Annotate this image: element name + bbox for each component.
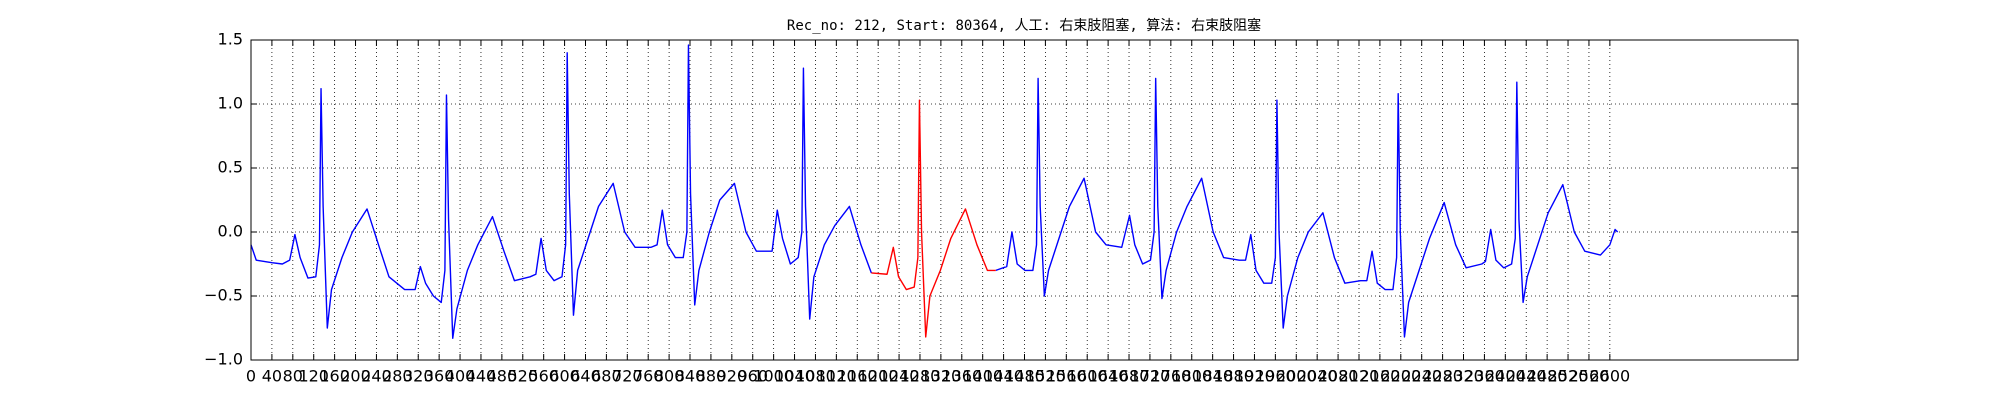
plot-frame xyxy=(250,39,1799,361)
x-tick-label: 680 xyxy=(591,367,622,386)
x-tick-label: 1400 xyxy=(962,367,1003,386)
y-tick-label: 1.5 xyxy=(218,30,243,49)
y-tick-label: −0.5 xyxy=(204,286,243,305)
x-tick-label: 1240 xyxy=(879,367,920,386)
x-tick-label: 1080 xyxy=(795,367,836,386)
x-tick-label: 880 xyxy=(696,367,727,386)
x-tick-label: 1920 xyxy=(1234,367,1275,386)
x-tick-label: 280 xyxy=(382,367,413,386)
x-tick-label: 1280 xyxy=(900,367,941,386)
x-tick-label: 1960 xyxy=(1255,367,1296,386)
x-tick-label: 2360 xyxy=(1464,367,1505,386)
x-tick-label: 2160 xyxy=(1360,367,1401,386)
x-tick-label: 1760 xyxy=(1150,367,1191,386)
x-tick-label: 1120 xyxy=(816,367,857,386)
x-tick-label: 2520 xyxy=(1548,367,1589,386)
x-tick-label: 1640 xyxy=(1088,367,1129,386)
x-tick-label: 1040 xyxy=(774,367,815,386)
x-tick-label: 1360 xyxy=(941,367,982,386)
x-tick-label: 1840 xyxy=(1192,367,1233,386)
x-tick-label: 2040 xyxy=(1297,367,1338,386)
x-tick-label: 560 xyxy=(528,367,559,386)
x-tick-label: 2320 xyxy=(1443,367,1484,386)
x-tick-label: 200 xyxy=(340,367,371,386)
x-tick-label: 2560 xyxy=(1569,367,1610,386)
x-tick-label: 1160 xyxy=(837,367,878,386)
x-tick-label: 40 xyxy=(262,367,282,386)
x-tick-label: 2200 xyxy=(1380,367,1421,386)
x-tick-label: 2120 xyxy=(1339,367,1380,386)
x-tick-label: 1520 xyxy=(1025,367,1066,386)
x-tick-label: 1720 xyxy=(1130,367,1171,386)
y-tick-label: 1.0 xyxy=(218,94,243,113)
x-tick-label: 440 xyxy=(466,367,497,386)
y-tick-label: −1.0 xyxy=(204,350,243,369)
series-line xyxy=(250,44,1619,339)
x-tick-label: 120 xyxy=(298,367,329,386)
x-tick-label: 2440 xyxy=(1506,367,1547,386)
y-tick-label: 0.0 xyxy=(218,222,243,241)
x-tick-label: 0 xyxy=(246,367,256,386)
series-line xyxy=(871,99,996,338)
x-tick-label: 720 xyxy=(612,367,643,386)
x-tick-label: 1440 xyxy=(983,367,1024,386)
x-tick-label: 1320 xyxy=(921,367,962,386)
x-tick-label: 1680 xyxy=(1109,367,1150,386)
x-tick-label: 1800 xyxy=(1171,367,1212,386)
x-tick-label: 2480 xyxy=(1527,367,1568,386)
x-tick-label: 800 xyxy=(654,367,685,386)
x-tick-label: 760 xyxy=(633,367,664,386)
x-tick-label: 320 xyxy=(403,367,434,386)
x-tick-label: 80 xyxy=(283,367,303,386)
x-tick-label: 1480 xyxy=(1004,367,1045,386)
chart-title: Rec_no: 212, Start: 80364, 人工: 右束肢阻塞, 算法… xyxy=(787,17,1261,34)
x-tick-label: 480 xyxy=(487,367,518,386)
x-tick-label: 1880 xyxy=(1213,367,1254,386)
x-tick-label: 2080 xyxy=(1318,367,1359,386)
x-tick-label: 520 xyxy=(507,367,538,386)
x-tick-label: 240 xyxy=(361,367,392,386)
y-tick-label: 0.5 xyxy=(218,158,243,177)
x-tick-label: 840 xyxy=(675,367,706,386)
x-tick-label: 160 xyxy=(319,367,350,386)
x-tick-label: 1600 xyxy=(1067,367,1108,386)
x-tick-label: 960 xyxy=(737,367,768,386)
x-tick-label: 640 xyxy=(570,367,601,386)
x-tick-label: 360 xyxy=(424,367,455,386)
x-tick-label: 2000 xyxy=(1276,367,1317,386)
x-tick-label: 1000 xyxy=(753,367,794,386)
x-tick-label: 2600 xyxy=(1589,367,1630,386)
x-tick-label: 2240 xyxy=(1401,367,1442,386)
x-tick-label: 400 xyxy=(445,367,476,386)
x-tick-label: 1200 xyxy=(858,367,899,386)
x-tick-label: 2400 xyxy=(1485,367,1526,386)
x-tick-label: 600 xyxy=(549,367,580,386)
x-tick-label: 1560 xyxy=(1046,367,1087,386)
x-tick-label: 920 xyxy=(717,367,748,386)
x-tick-label: 2280 xyxy=(1422,367,1463,386)
